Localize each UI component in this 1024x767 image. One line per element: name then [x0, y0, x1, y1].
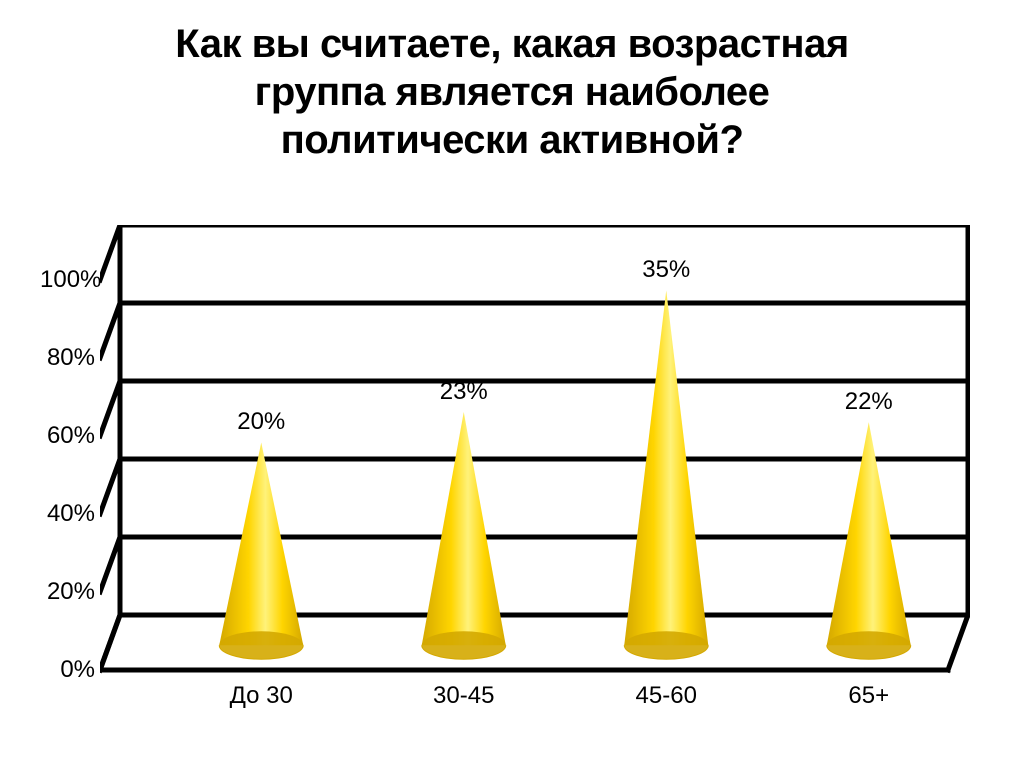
- data-label: 22%: [829, 390, 909, 414]
- y-tick-label: 80%: [40, 346, 95, 370]
- chart-title: Как вы считаете, какая возрастнаягруппа …: [0, 20, 1024, 164]
- y-tick-label: 100%: [40, 268, 95, 292]
- y-tick-label: 20%: [40, 580, 95, 604]
- data-label: 23%: [424, 380, 504, 404]
- x-tick-label: 30-45: [414, 684, 514, 708]
- y-tick-label: 40%: [40, 502, 95, 526]
- data-label: 35%: [626, 258, 706, 282]
- y-tick-label: 0%: [40, 658, 95, 682]
- x-tick-label: До 30: [211, 684, 311, 708]
- chart-svg: [100, 225, 970, 680]
- chart-area: 0% 20% 40% 60% 80% 100% До 30 30-45 45-60 65+ 20% 2…: [40, 225, 990, 745]
- x-tick-label: 45-60: [616, 684, 716, 708]
- data-label: 20%: [221, 410, 301, 434]
- x-tick-label: 65+: [819, 684, 919, 708]
- y-tick-label: 60%: [40, 424, 95, 448]
